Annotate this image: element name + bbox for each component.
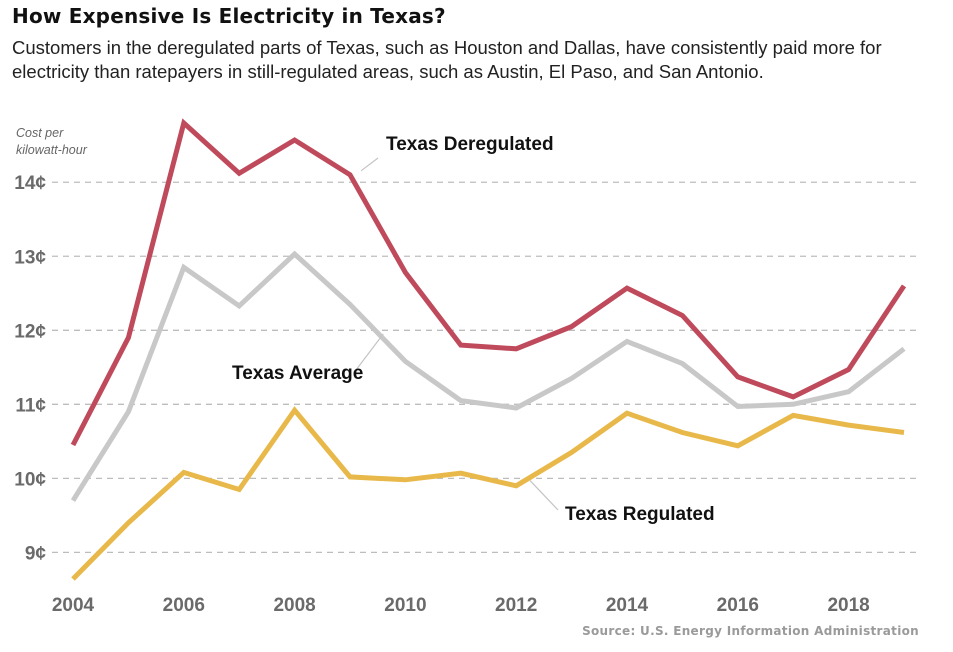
chart-title: How Expensive Is Electricity in Texas? (12, 4, 446, 28)
x-tick-label-2010: 2010 (384, 595, 426, 616)
x-axis-tick-labels: 2004 2006 2008 2010 2012 2014 2016 2018 (52, 595, 870, 616)
x-tick-label-2012: 2012 (495, 595, 537, 616)
series-label-texas-regulated: Texas Regulated (565, 504, 715, 525)
series-lines (70, 118, 907, 581)
x-tick-label-2018: 2018 (827, 595, 869, 616)
y-tick-label-14: 14¢ (14, 173, 46, 194)
callout-leader-texas-regulated (529, 480, 559, 511)
series-line-texas-deregulated (70, 118, 907, 447)
callout-leader-texas-average (355, 333, 384, 371)
y-axis-title-line-1: Cost per (16, 126, 64, 140)
x-tick-label-2008: 2008 (273, 595, 315, 616)
y-axis-tick-labels: 9¢ 10¢ 11¢ 12¢ 13¢ 14¢ (14, 173, 46, 564)
x-tick-label-2016: 2016 (717, 595, 759, 616)
series-line-texas-regulated (71, 406, 905, 581)
chart-subtitle: Customers in the deregulated parts of Te… (12, 37, 882, 82)
y-tick-label-13: 13¢ (14, 247, 46, 268)
gridlines (52, 181, 920, 554)
series-line-texas-average (70, 250, 906, 502)
y-tick-label-9: 9¢ (25, 543, 47, 564)
series-label-texas-average: Texas Average (232, 363, 363, 384)
series-callouts: Texas Deregulated Texas Average Texas Regu… (232, 134, 715, 525)
y-tick-label-10: 10¢ (14, 469, 46, 490)
y-tick-label-12: 12¢ (14, 321, 46, 342)
y-axis-title-line-2: kilowatt-hour (16, 143, 88, 157)
source-note: Source: U.S. Energy Information Administ… (582, 624, 919, 638)
y-tick-label-11: 11¢ (15, 395, 46, 416)
x-tick-label-2004: 2004 (52, 595, 95, 616)
series-label-texas-deregulated: Texas Deregulated (386, 134, 554, 155)
callout-leader-texas-deregulated (360, 157, 379, 172)
x-tick-label-2006: 2006 (163, 595, 205, 616)
x-tick-label-2014: 2014 (606, 595, 649, 616)
